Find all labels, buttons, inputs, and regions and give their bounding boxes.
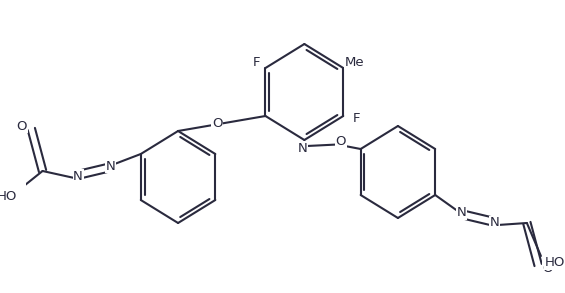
Text: O: O xyxy=(212,117,223,130)
Text: N: N xyxy=(106,159,116,173)
Text: N: N xyxy=(489,217,499,229)
Text: HO: HO xyxy=(545,256,565,270)
Text: O: O xyxy=(542,261,553,275)
Text: N: N xyxy=(457,207,466,219)
Text: O: O xyxy=(17,120,27,132)
Text: Me: Me xyxy=(345,55,364,69)
Text: O: O xyxy=(336,135,346,148)
Text: N: N xyxy=(298,142,307,154)
Text: HO: HO xyxy=(0,190,17,202)
Text: N: N xyxy=(73,169,83,183)
Text: F: F xyxy=(353,112,360,125)
Text: F: F xyxy=(253,55,260,69)
